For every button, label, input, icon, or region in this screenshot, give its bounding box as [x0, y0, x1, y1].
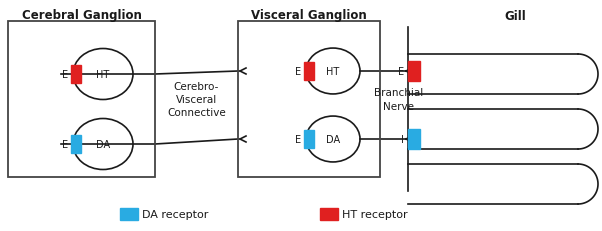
Text: Gill: Gill: [504, 9, 526, 22]
Text: Branchial
Nerve: Branchial Nerve: [374, 88, 424, 111]
Bar: [71, 66, 81, 84]
Text: HT: HT: [326, 67, 340, 77]
Text: E: E: [62, 70, 68, 80]
Bar: [120, 208, 138, 220]
Bar: [8, 22, 155, 177]
Text: DA: DA: [326, 134, 340, 144]
Bar: [408, 62, 420, 82]
Text: DA: DA: [96, 139, 110, 149]
Text: I: I: [401, 134, 404, 144]
Text: E: E: [295, 134, 301, 144]
Text: E: E: [62, 139, 68, 149]
Bar: [408, 129, 420, 149]
Text: E: E: [295, 67, 301, 77]
Bar: [304, 131, 314, 148]
Text: HT receptor: HT receptor: [342, 209, 408, 219]
Bar: [71, 135, 81, 153]
Text: Cerebro-
Visceral
Connective: Cerebro- Visceral Connective: [167, 82, 226, 118]
Text: HT: HT: [96, 70, 110, 80]
Bar: [304, 63, 314, 81]
Text: Visceral Ganglion: Visceral Ganglion: [251, 9, 367, 22]
Bar: [238, 22, 380, 177]
Text: DA receptor: DA receptor: [142, 209, 208, 219]
Bar: [320, 208, 338, 220]
Text: E: E: [398, 67, 404, 77]
Text: Cerebral Ganglion: Cerebral Ganglion: [22, 9, 141, 22]
